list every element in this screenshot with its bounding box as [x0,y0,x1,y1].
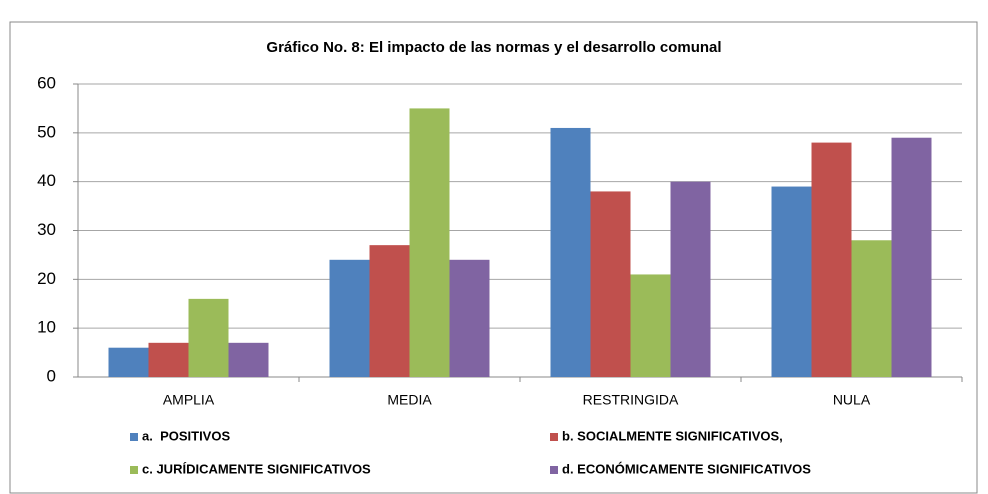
bar [550,127,591,377]
bar [329,259,370,377]
legend-label: b. SOCIALMENTE SIGNIFICATIVOS, [562,428,783,443]
x-tick-label: AMPLIA [163,392,215,408]
legend-swatch [130,433,138,441]
y-tick-label: 50 [37,122,56,141]
x-tick-label: MEDIA [387,392,432,408]
bar [630,274,671,377]
x-tick-label: NULA [833,392,871,408]
chart-title: Gráfico No. 8: El impacto de las normas … [266,39,721,56]
y-tick-label: 10 [37,318,56,337]
bar [851,240,892,377]
bar [590,191,631,377]
legend-label: d. ECONÓMICAMENTE SIGNIFICATIVOS [562,461,811,476]
bar [811,142,852,377]
bar [891,137,932,377]
bar [771,186,812,377]
bar [409,108,450,378]
legend-swatch [130,466,138,474]
x-tick-label: RESTRINGIDA [583,392,679,408]
bar [369,245,410,377]
y-tick-label: 0 [47,366,56,385]
y-tick-label: 60 [37,73,56,92]
legend-swatch [550,466,558,474]
legend-swatch [550,433,558,441]
bar [449,259,490,377]
bar [148,342,189,377]
bar [188,298,229,377]
y-tick-label: 40 [37,171,56,190]
legend-label: c. JURÍDICAMENTE SIGNIFICATIVOS [142,461,371,476]
bar [228,342,269,377]
bar [108,347,149,377]
bar [670,181,711,377]
y-tick-label: 30 [37,220,56,239]
y-tick-label: 20 [37,269,56,288]
legend-label: a. POSITIVOS [142,428,230,443]
